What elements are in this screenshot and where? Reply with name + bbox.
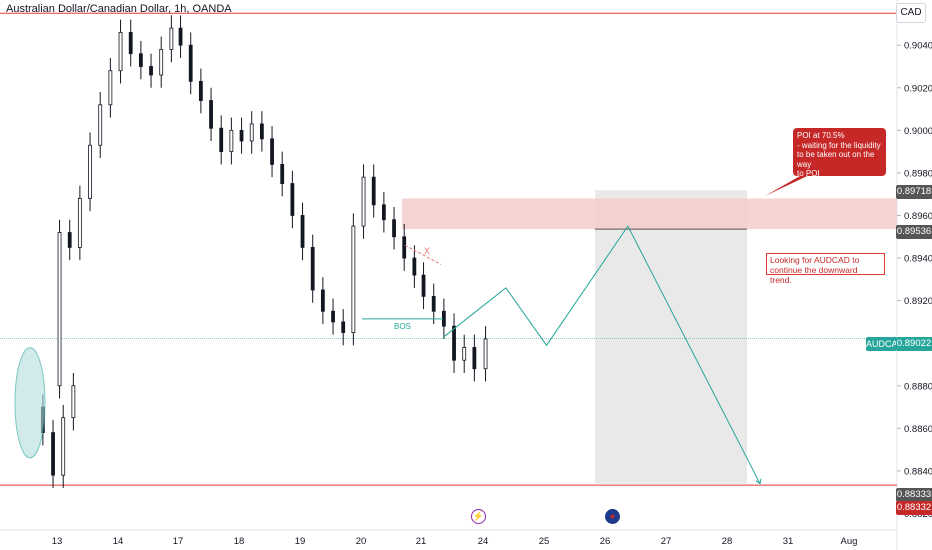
x-tick-label: 21: [416, 536, 427, 547]
candle-body: [209, 100, 213, 129]
candle-body: [178, 27, 183, 46]
x-tick-label: 28: [722, 536, 733, 547]
candle-body: [188, 44, 193, 82]
x-tick-label: 20: [356, 536, 367, 547]
candle-body: [108, 70, 113, 106]
projection-path: [443, 225, 761, 484]
candle-body: [290, 183, 295, 216]
poi-bottom-tag: 0.89536: [896, 225, 932, 239]
candle-body: [249, 123, 254, 142]
candle-body: [310, 247, 315, 291]
plot-background: [0, 0, 897, 530]
bos-label: BOS: [394, 322, 411, 331]
projection-box: [595, 190, 747, 484]
candle-body: [71, 385, 76, 419]
x-tick-label: Aug: [841, 536, 858, 547]
candle-body: [320, 289, 325, 312]
candle-body: [483, 338, 488, 370]
x-tick-label: 13: [52, 536, 63, 547]
candle-body: [361, 176, 366, 227]
callout-pointer: [765, 170, 820, 196]
x-tick-label: 26: [600, 536, 611, 547]
candle-body: [462, 347, 467, 361]
symbol-tag: AUDCAD: [866, 337, 905, 351]
poi-callout: POI at 70.5% - waiting for the liquidity…: [793, 128, 886, 178]
candle-body: [239, 129, 244, 142]
candle-body: [57, 232, 62, 387]
x-tick-label: 19: [295, 536, 306, 547]
candle-body: [159, 49, 164, 76]
candle-body: [452, 325, 456, 361]
x-tick-label: 27: [661, 536, 672, 547]
candle-body: [98, 104, 103, 146]
x-tick-label: 17: [173, 536, 184, 547]
poi-zone: [402, 198, 897, 230]
x-tick-label: 14: [113, 536, 124, 547]
candle-body: [138, 53, 143, 67]
candle-body: [77, 198, 82, 248]
projection-arrow-head: [755, 478, 762, 485]
support-tag-b: 0.88332: [896, 501, 932, 515]
support-tag-a: 0.88333: [896, 488, 932, 502]
candle-body: [421, 274, 426, 297]
candle-body: [259, 123, 264, 140]
candle-body: [300, 215, 305, 248]
x-tick-label: 18: [234, 536, 245, 547]
x-dashed-line: [404, 244, 442, 265]
lightning-icon[interactable]: ⚡: [471, 509, 486, 524]
candle-body: [431, 295, 436, 312]
candle-body: [331, 310, 335, 323]
x-label: X: [424, 246, 431, 256]
australia-flag-icon[interactable]: ●: [605, 509, 620, 524]
candle-body: [402, 236, 407, 259]
chart-title: Australian Dollar/Canadian Dollar, 1h, O…: [6, 3, 232, 15]
candle-body: [341, 321, 346, 333]
candle-body: [392, 219, 396, 238]
x-tick-label: 31: [783, 536, 794, 547]
candle-body: [149, 66, 153, 76]
candle-body: [51, 432, 55, 476]
candle-body: [472, 347, 477, 370]
candle-body: [198, 80, 203, 101]
candle-body: [128, 32, 133, 55]
candle-body: [270, 138, 274, 165]
candle-body: [88, 144, 92, 199]
breakout-ellipse: [14, 347, 46, 459]
poi-top-tag: 0.89718: [896, 185, 932, 199]
candle-body: [280, 163, 285, 184]
trend-note: Looking for AUDCAD to continue the downw…: [766, 253, 885, 285]
candle-body: [169, 27, 174, 50]
last-price-tag: 0.89022: [896, 337, 932, 351]
x-tick-label: 24: [478, 536, 489, 547]
candle-body: [118, 32, 123, 72]
candle-body: [229, 129, 234, 153]
candle-body: [351, 225, 356, 333]
candle-body: [219, 127, 224, 153]
currency-selector[interactable]: CAD: [896, 3, 926, 23]
candle-body: [381, 204, 386, 221]
candle-body: [61, 417, 66, 476]
candle-body: [67, 232, 72, 248]
x-tick-label: 25: [539, 536, 550, 547]
candle-body: [412, 257, 417, 276]
candle-body: [371, 176, 376, 206]
y-tick-label: 0.88400: [904, 466, 932, 477]
